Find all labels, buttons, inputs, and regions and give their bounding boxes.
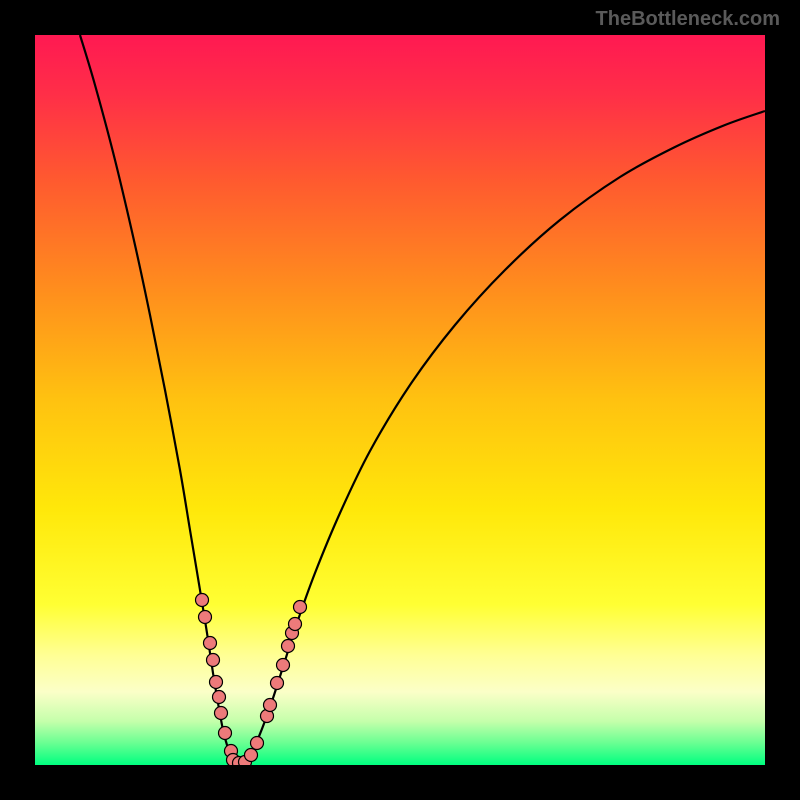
chart-plot-area [35, 35, 765, 765]
chart-background-gradient [35, 35, 765, 765]
watermark-text: TheBottleneck.com [596, 8, 780, 31]
